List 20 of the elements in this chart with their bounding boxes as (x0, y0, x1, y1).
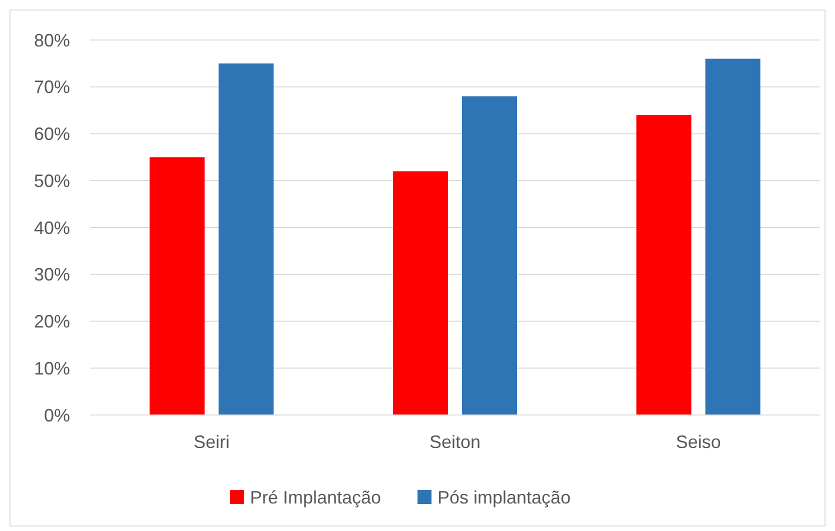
y-tick-label: 40% (34, 218, 70, 238)
y-tick-label: 10% (34, 358, 70, 378)
y-tick-label: 20% (34, 312, 70, 332)
y-tick-label: 50% (34, 170, 70, 191)
y-tick-label: 0% (44, 405, 70, 426)
x-tick-label: Seiso (676, 432, 721, 452)
bar (636, 115, 692, 415)
bar (705, 58, 760, 415)
x-tick-label: Seiri (194, 432, 230, 452)
y-tick-label: 60% (34, 124, 70, 144)
y-tick-label: 30% (34, 264, 70, 285)
bar (462, 96, 517, 415)
x-tick-label: Seiton (429, 432, 481, 452)
bar (218, 63, 274, 415)
bar (150, 157, 205, 415)
y-tick-label: 70% (34, 77, 70, 98)
y-tick-label: 80% (34, 30, 70, 50)
legend-label: Pré Implantação (250, 487, 382, 508)
legend-label: Pós implantação (438, 487, 571, 508)
bar (393, 171, 448, 415)
